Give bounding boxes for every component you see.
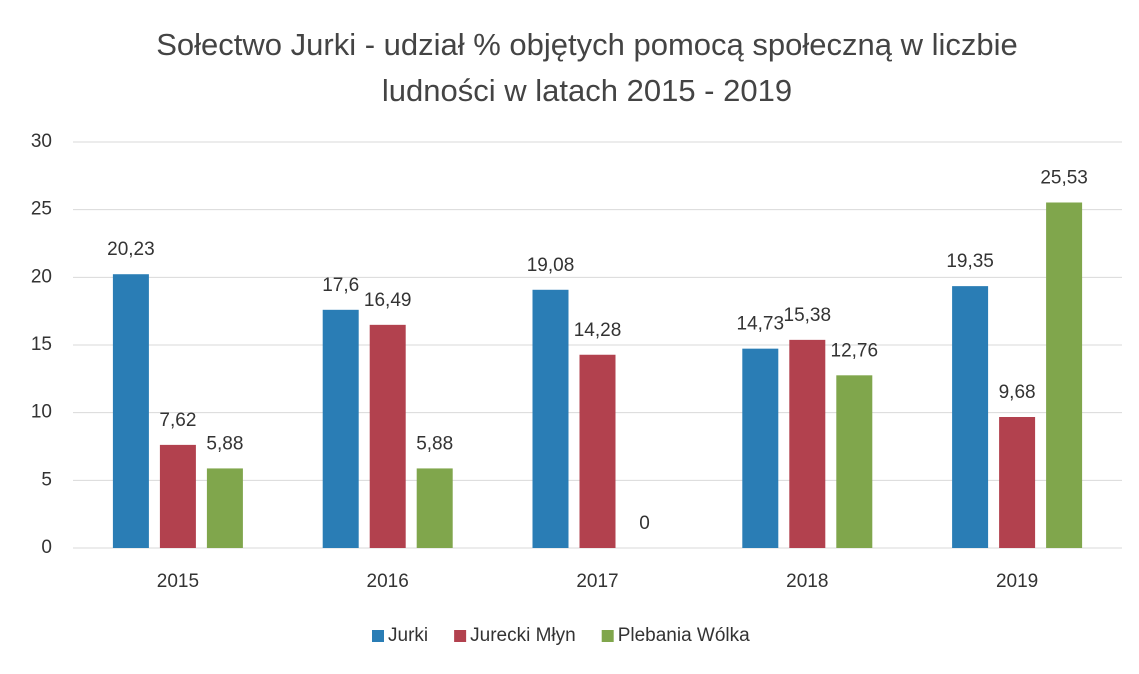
data-label: 19,35 (946, 251, 994, 272)
data-label: 25,53 (1040, 168, 1088, 189)
bar (952, 286, 989, 548)
data-label: 9,68 (999, 382, 1036, 403)
bar (369, 324, 406, 548)
bar (836, 375, 873, 548)
data-label: 17,6 (322, 275, 359, 296)
x-tick-label: 2019 (996, 571, 1038, 592)
bar (112, 274, 149, 548)
bar (742, 348, 779, 548)
bar (206, 468, 243, 548)
legend-label: Jurki (388, 625, 428, 646)
bar (1046, 202, 1083, 548)
data-label: 14,28 (574, 320, 622, 341)
data-label: 19,08 (527, 255, 575, 276)
chart-title: Sołectwo Jurki - udział % objętych pomoc… (156, 27, 1018, 108)
y-tick-label: 30 (31, 131, 52, 152)
data-label: 16,49 (364, 290, 412, 311)
bar (789, 339, 826, 548)
y-tick-label: 15 (31, 334, 52, 355)
legend-swatch (454, 630, 467, 642)
data-label: 20,23 (107, 239, 155, 260)
y-tick-label: 25 (31, 199, 52, 220)
data-label: 5,88 (416, 433, 453, 454)
data-label: 12,76 (831, 340, 879, 361)
bar (999, 416, 1036, 548)
data-label: 15,38 (784, 305, 832, 326)
bar (532, 289, 569, 548)
y-tick-label: 5 (41, 469, 52, 490)
data-label: 5,88 (206, 433, 243, 454)
legend-label: Jurecki Młyn (470, 625, 576, 646)
legend-swatch (601, 630, 614, 642)
data-label: 7,62 (159, 410, 196, 431)
x-tick-label: 2015 (157, 571, 199, 592)
y-tick-label: 0 (41, 537, 52, 558)
x-tick-label: 2017 (576, 571, 618, 592)
bar (579, 354, 616, 548)
bar (322, 309, 359, 548)
data-label: 14,73 (737, 314, 785, 335)
bar (416, 468, 453, 548)
data-label: 0 (639, 513, 650, 534)
x-tick-label: 2018 (786, 571, 828, 592)
y-tick-label: 20 (31, 266, 52, 287)
legend-label: Plebania Wólka (618, 625, 750, 646)
y-tick-label: 10 (31, 402, 52, 423)
bar (159, 444, 196, 548)
x-tick-label: 2016 (367, 571, 409, 592)
legend-swatch (372, 630, 384, 642)
